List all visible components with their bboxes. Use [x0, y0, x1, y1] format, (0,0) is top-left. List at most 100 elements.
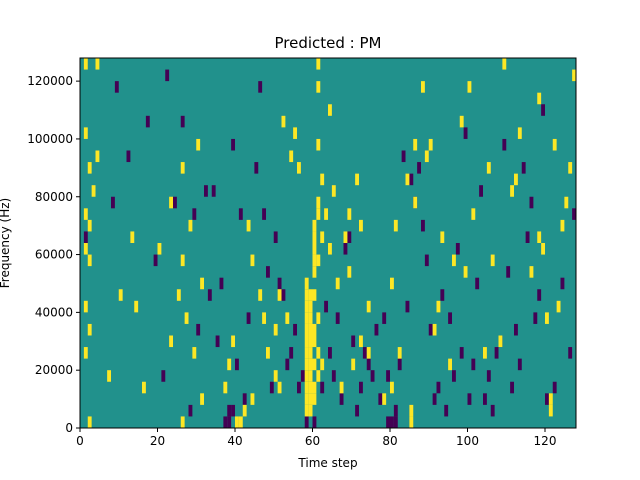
heatmap-cell-low	[204, 185, 208, 197]
heatmap-cell-low	[421, 219, 425, 232]
heatmap-cell-high	[246, 219, 251, 232]
heatmap-cell-high	[572, 69, 577, 82]
heatmap-cell-high	[304, 312, 309, 324]
heatmap-cell-high	[176, 289, 181, 301]
heatmap-cell-high	[366, 300, 371, 313]
heatmap-cell-high	[180, 416, 185, 428]
heatmap-cells	[83, 58, 577, 428]
x-tick-label: 80	[382, 434, 397, 448]
heatmap-cell-low	[227, 416, 232, 428]
heatmap-cell-high	[83, 58, 88, 70]
heatmap-cell-high	[355, 173, 360, 186]
heatmap-cell-high	[180, 254, 185, 267]
heatmap-cell-high	[289, 150, 294, 163]
heatmap-cell-low	[525, 231, 530, 243]
heatmap-cell-high	[192, 347, 197, 359]
heatmap-cell-high	[87, 219, 92, 232]
heatmap-cell-high	[200, 277, 205, 290]
heatmap-cell-low	[281, 289, 286, 301]
y-tick-label: 120000	[27, 74, 73, 88]
heatmap-cell-low	[572, 208, 577, 220]
heatmap-cell-low	[312, 416, 317, 428]
heatmap-cell-low	[339, 393, 344, 405]
heatmap-cell-low	[366, 358, 371, 371]
heatmap-cell-high	[308, 289, 313, 301]
heatmap-cell-high	[312, 219, 317, 232]
heatmap-cell-low	[328, 347, 332, 359]
heatmap-cell-low	[463, 127, 468, 139]
heatmap-cell-high	[297, 162, 301, 174]
heatmap-cell-high	[347, 266, 352, 278]
heatmap-cell-low	[537, 289, 542, 301]
heatmap-cell-high	[568, 162, 573, 174]
heatmap-cell-low	[541, 104, 546, 116]
heatmap-cell-high	[250, 393, 255, 405]
heatmap-cell-high	[467, 81, 472, 93]
heatmap-cell-high	[308, 347, 313, 359]
heatmap-cell-low	[405, 300, 410, 313]
heatmap-cell-high	[304, 370, 309, 382]
heatmap-cell-high	[390, 277, 394, 290]
heatmap-cell-high	[304, 289, 309, 301]
heatmap-cell-high	[312, 289, 317, 301]
heatmap-cell-low	[459, 347, 464, 359]
heatmap-cell-high	[134, 300, 139, 313]
heatmap-cell-high	[359, 335, 363, 348]
heatmap-cell-low	[494, 347, 499, 359]
heatmap-cell-low	[196, 323, 201, 336]
heatmap-cell-high	[331, 185, 336, 197]
heatmap-cell-low	[529, 196, 534, 209]
heatmap-cell-high	[459, 115, 464, 128]
heatmap-cell-high	[413, 196, 418, 209]
heatmap-cell-high	[556, 300, 561, 313]
heatmap-cell-high	[304, 393, 309, 405]
heatmap-cell-high	[428, 138, 433, 151]
heatmap-cell-low	[444, 404, 449, 417]
heatmap-cell-low	[331, 370, 336, 382]
heatmap-cell-low	[409, 173, 414, 186]
heatmap-cell-high	[157, 243, 162, 255]
heatmap-cell-high	[169, 196, 174, 209]
heatmap-cell-high	[483, 347, 487, 359]
heatmap-cell-high	[87, 416, 92, 428]
heatmap-cell-low	[382, 312, 387, 324]
heatmap-cell-low	[386, 416, 391, 428]
heatmap-cell-low	[269, 381, 274, 394]
heatmap-cell-high	[83, 243, 88, 255]
heatmap-cell-low	[390, 416, 394, 428]
heatmap-cell-high	[308, 404, 313, 417]
heatmap-cell-low	[552, 381, 557, 394]
heatmap-cell-low	[215, 335, 220, 348]
heatmap-cell-low	[347, 231, 352, 243]
heatmap-cell-high	[107, 370, 112, 382]
heatmap-cell-high	[393, 219, 398, 232]
heatmap-cell-high	[83, 127, 88, 139]
heatmap-cell-high	[304, 404, 309, 417]
heatmap-cell-high	[347, 208, 352, 220]
plot-frame	[79, 57, 577, 429]
heatmap-cell-high	[266, 347, 270, 359]
heatmap-cell-low	[231, 138, 236, 151]
heatmap-cell-high	[308, 381, 313, 394]
heatmap-cell-low	[397, 358, 402, 371]
heatmap-cell-high	[510, 185, 515, 197]
heatmap-cell-low	[293, 323, 298, 336]
x-axis-label: Time step	[297, 456, 357, 470]
y-tick-label: 20000	[35, 363, 73, 377]
heatmap-cell-low	[262, 208, 267, 220]
heatmap-cell-high	[316, 208, 321, 220]
heatmap-cell-high	[316, 58, 321, 70]
heatmap-cell-high	[320, 358, 325, 371]
heatmap-cell-high	[490, 254, 495, 267]
heatmap-cell-high	[328, 104, 332, 116]
x-tick-label: 120	[534, 434, 557, 448]
heatmap-cell-high	[517, 127, 522, 139]
heatmap-cell-low	[231, 404, 236, 417]
heatmap-cell-high	[235, 416, 239, 428]
heatmap-cell-high	[343, 231, 348, 243]
heatmap-cell-high	[537, 231, 542, 243]
heatmap-cell-high	[312, 231, 317, 243]
heatmap-cell-high	[537, 92, 542, 105]
heatmap-cell-high	[405, 173, 410, 186]
